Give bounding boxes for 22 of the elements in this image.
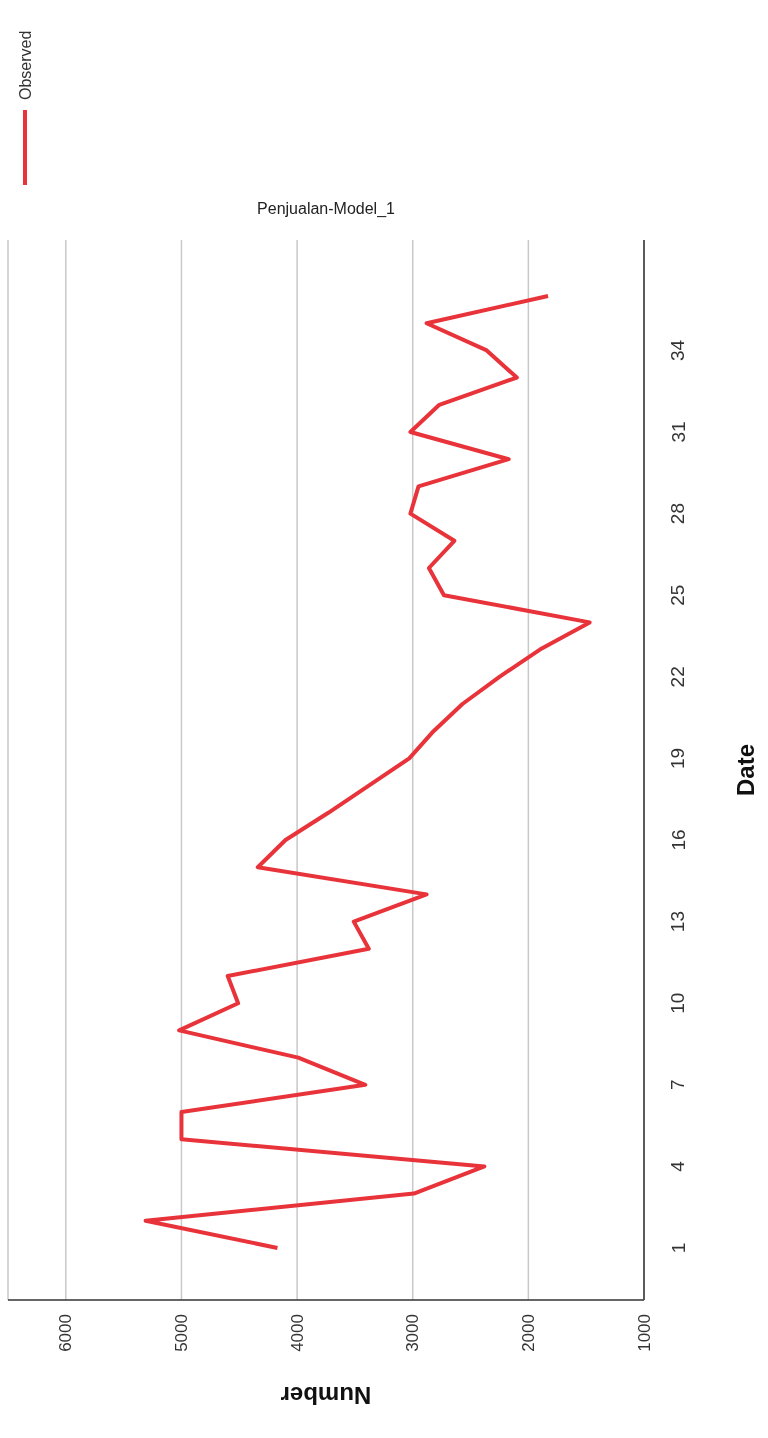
y-axis-title: Date bbox=[731, 743, 759, 797]
y-tick-label: 13 bbox=[667, 911, 689, 933]
x-tick-label: 5000 bbox=[171, 1314, 191, 1352]
x-tick-label: 2000 bbox=[518, 1314, 538, 1352]
y-tick-label: 19 bbox=[667, 747, 689, 769]
text: Observed bbox=[16, 30, 34, 100]
y-tick-label: 7 bbox=[667, 1079, 689, 1091]
x-tick-label: 4000 bbox=[287, 1314, 307, 1352]
x-axis-title: Number bbox=[280, 1381, 372, 1409]
y-tick-label: 28 bbox=[667, 503, 689, 525]
y-tick-label: 31 bbox=[667, 421, 689, 443]
y-tick-label: 34 bbox=[667, 339, 689, 361]
x-tick-label: 3000 bbox=[403, 1314, 423, 1352]
x-tick-label: 1000 bbox=[634, 1314, 654, 1352]
y-tick-label: 1 bbox=[667, 1242, 689, 1254]
y-tick-label: 22 bbox=[667, 666, 689, 688]
y-tick-label: 4 bbox=[667, 1160, 689, 1172]
y-tick-label: 16 bbox=[667, 829, 689, 851]
y-tick-label: 10 bbox=[667, 992, 689, 1014]
chart-title: Penjualan-Model_1 bbox=[256, 200, 396, 218]
y-tick-label: 25 bbox=[667, 584, 689, 606]
x-tick-label: 6000 bbox=[56, 1314, 76, 1352]
